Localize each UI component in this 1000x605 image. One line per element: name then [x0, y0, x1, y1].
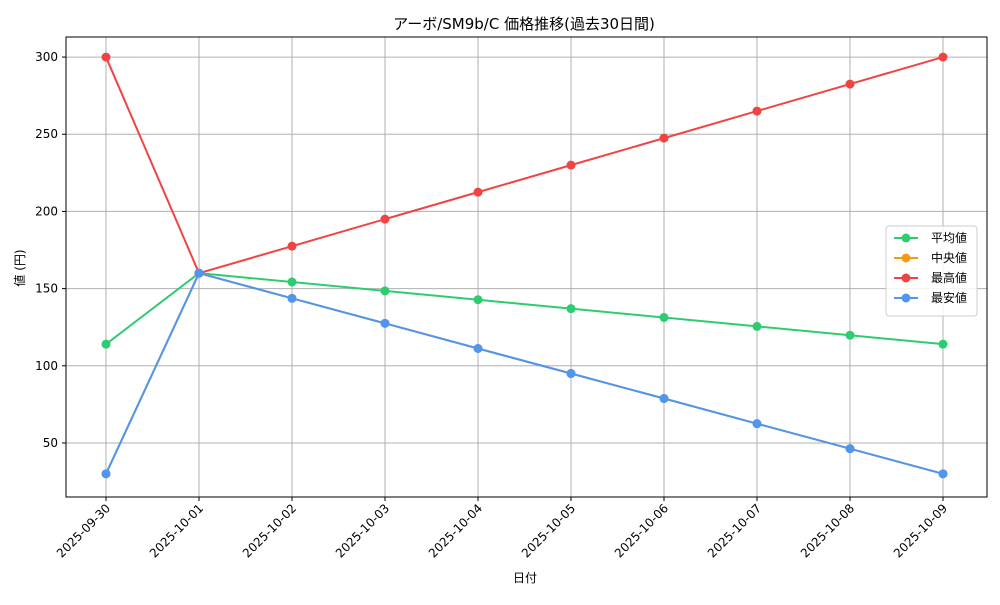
x-tick-label: 2025-10-07 [705, 501, 764, 560]
data-point [287, 277, 297, 287]
legend-swatch-marker [901, 293, 911, 303]
data-point [101, 469, 111, 479]
axes: 50 100 150 200 250 300 2025-09-30 2025-10-01 202… [35, 36, 988, 560]
data-point [566, 369, 576, 379]
series-line [105, 56, 944, 275]
data-point [752, 106, 762, 116]
y-tick-label: 150 [35, 282, 58, 296]
data-point [845, 444, 855, 454]
x-tick-label: 2025-10-09 [891, 501, 950, 560]
data-point [659, 394, 669, 404]
data-point [752, 419, 762, 429]
y-tick-label: 100 [35, 359, 58, 373]
data-point [287, 293, 297, 303]
y-tick-label: 200 [35, 204, 58, 218]
x-tick-label: 2025-10-06 [612, 501, 671, 560]
legend-label: 最高値 [931, 270, 967, 285]
y-tick-label: 300 [35, 50, 58, 64]
data-point [380, 214, 390, 224]
data-point [845, 79, 855, 89]
x-tick-label: 2025-10-02 [240, 501, 299, 560]
legend-swatch-marker [901, 253, 911, 263]
data-point [194, 268, 204, 278]
x-tick-label: 2025-10-05 [519, 501, 578, 560]
x-axis-label: 日付 [513, 571, 537, 585]
legend-swatch-marker [901, 233, 911, 243]
data-point [938, 339, 948, 349]
legend-swatch-marker [901, 273, 911, 283]
x-tick-label: 2025-09-30 [54, 501, 113, 560]
legend-box [885, 225, 978, 317]
data-point [938, 52, 948, 62]
legend-label: 中央値 [931, 250, 967, 265]
data-point [380, 286, 390, 296]
data-point [659, 312, 669, 322]
data-point [566, 304, 576, 314]
x-tick-label: 2025-10-03 [333, 501, 392, 560]
y-axis-label: 値 (円) [12, 249, 27, 286]
series-layer [101, 52, 948, 479]
chart-title: アーボ/SM9b/C 価格推移(過去30日間) [393, 15, 655, 33]
data-point [473, 344, 483, 354]
data-point [380, 318, 390, 328]
data-point [101, 52, 111, 62]
data-point [101, 339, 111, 349]
series-line [105, 272, 944, 346]
y-tick-label: 250 [35, 127, 58, 141]
legend-label: 最安値 [931, 290, 967, 305]
data-point [938, 469, 948, 479]
legend-label: 平均値 [931, 230, 967, 245]
data-point [473, 295, 483, 305]
plot-frame [65, 36, 988, 498]
y-tick-label: 50 [43, 436, 58, 450]
data-point [287, 241, 297, 251]
x-tick-label: 2025-10-08 [798, 501, 857, 560]
x-tick-label: 2025-10-04 [426, 501, 485, 560]
series-line [105, 271, 944, 475]
grid [66, 37, 987, 497]
data-point [752, 321, 762, 331]
x-tick-label: 2025-10-01 [147, 501, 206, 560]
data-point [566, 160, 576, 170]
data-point [845, 330, 855, 340]
data-point [659, 133, 669, 143]
data-point [473, 187, 483, 197]
